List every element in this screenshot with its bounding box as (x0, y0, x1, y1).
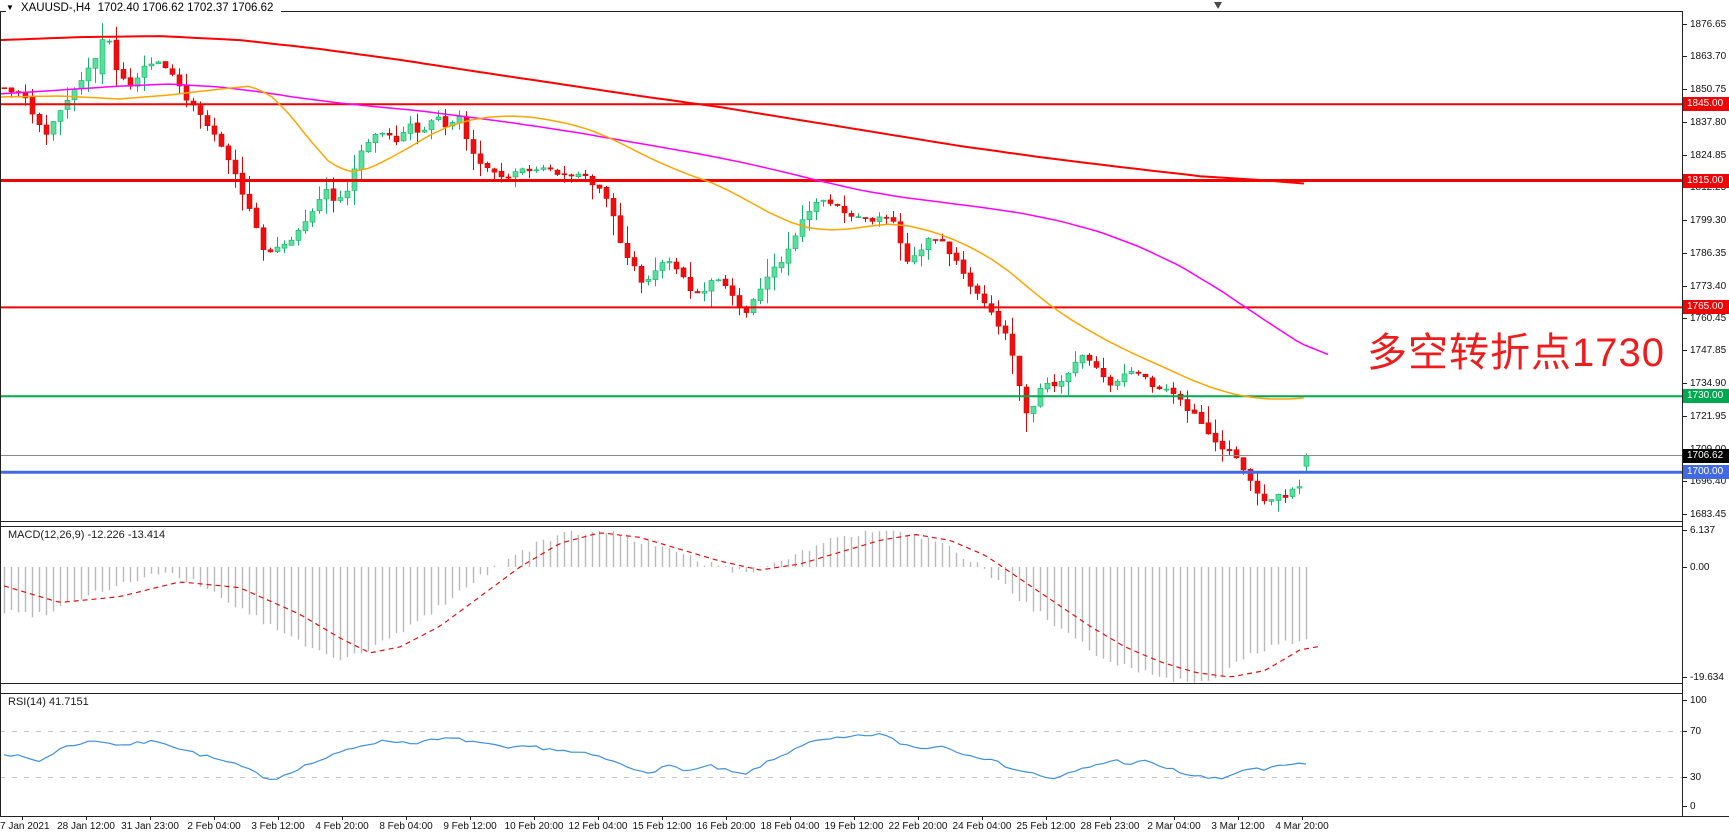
price-badge-1730.00: 1730.00 (1683, 389, 1729, 404)
ma-mid-magenta (0, 83, 1329, 356)
rsi-name: RSI(14) (8, 696, 46, 708)
time-label: 12 Feb 04:00 (568, 821, 628, 832)
price-badge-1700.00: 1700.00 (1683, 465, 1729, 480)
time-label: 28 Feb 23:00 (1080, 821, 1140, 832)
price-tick: 1863.70 (1683, 51, 1726, 63)
time-label: 28 Jan 12:00 (57, 821, 115, 832)
annotation-text: 多空转折点1730 (1367, 331, 1665, 375)
macd-name: MACD(12,26,9) (8, 529, 85, 541)
rsi-indicator-label: RSI(14) 41.7151 (8, 696, 89, 708)
price-tick: 1786.35 (1683, 247, 1726, 259)
rsi-scale-tick: 70 (1683, 726, 1701, 738)
time-label: 24 Feb 04:00 (952, 821, 1012, 832)
macd-main-value: -12.226 (87, 529, 125, 541)
price-tick: 1760.45 (1683, 313, 1726, 325)
time-label: 19 Feb 12:00 (824, 821, 884, 832)
time-label: 31 Jan 23:00 (121, 821, 179, 832)
price-tick: 1683.45 (1683, 508, 1726, 520)
time-label: 9 Feb 12:00 (443, 821, 497, 832)
candlestick-series (1, 23, 1310, 512)
rsi-scale-tick: 100 (1683, 694, 1707, 706)
chart-shift-marker-icon[interactable] (1214, 2, 1222, 9)
time-label: 22 Feb 20:00 (888, 821, 948, 832)
time-label: 3 Mar 12:00 (1211, 821, 1265, 832)
time-label: 18 Feb 04:00 (760, 821, 820, 832)
ma-fast-orange (0, 85, 1305, 400)
price-tick: 1721.95 (1683, 411, 1726, 423)
macd-histogram (3, 530, 1308, 683)
price-tick: 1799.30 (1683, 214, 1726, 226)
macd-signal-value: -13.414 (127, 529, 166, 541)
rsi-scale-tick: 0 (1683, 800, 1696, 812)
price-tick: 1734.90 (1683, 378, 1726, 390)
price-tick: 1837.80 (1683, 117, 1726, 129)
rsi-value: 41.7151 (48, 696, 89, 708)
time-label: 10 Feb 20:00 (504, 821, 564, 832)
symbol-timeframe-label: XAUUSD-,H4 (20, 1, 91, 14)
moving-averages (0, 35, 1329, 400)
macd-indicator-label: MACD(12,26,9) -12.226 -13.414 (8, 529, 165, 541)
time-label: 16 Feb 20:00 (696, 821, 756, 832)
ma-slow-red (0, 35, 1305, 185)
macd-scale-zero: 0.00 (1683, 561, 1709, 573)
ohlc-values: 1702.40 1706.62 1702.37 1706.62 (97, 1, 274, 14)
price-scale[interactable]: 1876.651863.701850.751837.801824.851812.… (1683, 0, 1729, 816)
rsi-line (3, 732, 1307, 781)
horizontal-level-lines (0, 103, 1682, 474)
macd-signal-line (3, 532, 1319, 678)
macd-scale-min: -19.634 (1683, 671, 1724, 683)
chart-dropdown-arrow-icon[interactable]: ▼ (6, 2, 14, 12)
time-label: 15 Feb 12:00 (632, 821, 692, 832)
price-tick: 1824.85 (1683, 150, 1726, 162)
time-label: 27 Jan 2021 (0, 821, 50, 832)
price-tick: 1876.65 (1683, 18, 1726, 30)
price-tick: 1850.75 (1683, 84, 1726, 96)
price-badge-1765.00: 1765.00 (1683, 300, 1729, 315)
price-badge-1706.62: 1706.62 (1683, 448, 1729, 463)
time-label: 2 Mar 04:00 (1147, 821, 1201, 832)
price-badge-1845.00: 1845.00 (1683, 97, 1729, 112)
time-label: 25 Feb 12:00 (1016, 821, 1076, 832)
time-scale[interactable]: 27 Jan 2021 28 Jan 12:00 31 Jan 23:00 2 Feb… (0, 816, 1729, 840)
price-tick: 1696.40 (1683, 476, 1726, 488)
time-label: 4 Mar 20:00 (1275, 821, 1329, 832)
price-tick: 1747.85 (1683, 345, 1726, 357)
chart-title-bar: ▼ XAUUSD-,H4 1702.40 1706.62 1702.37 170… (6, 0, 282, 15)
rsi-scale-tick: 30 (1683, 772, 1701, 784)
time-label: 4 Feb 20:00 (315, 821, 369, 832)
time-label: 2 Feb 04:00 (187, 821, 241, 832)
time-label: 3 Feb 12:00 (251, 821, 305, 832)
time-label: 8 Feb 04:00 (379, 821, 433, 832)
price-tick: 1773.40 (1683, 280, 1726, 292)
macd-scale-max: 6.137 (1683, 525, 1715, 537)
panel-borders (0, 11, 1729, 820)
price-badge-1815.00: 1815.00 (1683, 173, 1729, 188)
